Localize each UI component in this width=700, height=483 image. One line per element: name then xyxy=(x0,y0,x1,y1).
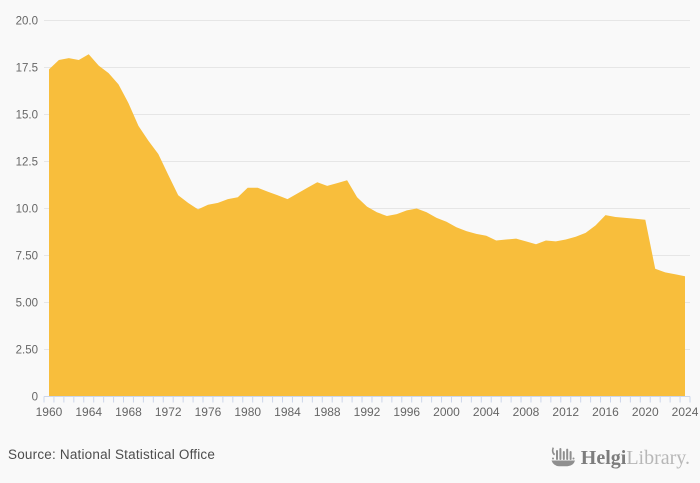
x-axis-label: 2004 xyxy=(473,405,500,419)
x-axis-label: 2000 xyxy=(433,405,460,419)
source-text: Source: National Statistical Office xyxy=(8,447,216,462)
helgi-ship-icon xyxy=(550,445,576,474)
x-axis-label: 1992 xyxy=(354,405,381,419)
x-axis-label: 2020 xyxy=(632,405,659,419)
y-axis-label: 12.5 xyxy=(16,157,38,169)
x-axis-label: 2008 xyxy=(513,405,540,419)
x-axis-label: 1996 xyxy=(393,405,420,419)
x-axis-label: 1984 xyxy=(274,405,301,419)
logo-text-library: Library. xyxy=(626,447,690,469)
x-axis-label: 1976 xyxy=(195,405,222,419)
y-axis-label: 20.0 xyxy=(16,16,38,28)
y-axis-label: 0 xyxy=(32,392,38,404)
y-axis-label: 2.50 xyxy=(16,345,38,357)
chart-area: 0 2.50 5.00 7.50 10.0 12.5 15.0 17.5 20.0 1960 196… xyxy=(16,16,699,420)
x-axis-label: 1964 xyxy=(75,405,102,419)
x-axis-label: 1972 xyxy=(155,405,182,419)
y-axis-label: 15.0 xyxy=(16,110,38,122)
x-axis-label: 1988 xyxy=(314,405,341,419)
x-axis-label: 1980 xyxy=(234,405,261,419)
logo-text-helgi: Helgi xyxy=(580,447,627,469)
x-axis-label: 1960 xyxy=(36,405,63,419)
area-chart-svg: 0 2.50 5.00 7.50 10.0 12.5 15.0 17.5 20.0 1960 196… xyxy=(16,16,699,420)
y-axis-label: 7.50 xyxy=(16,251,38,263)
y-axis-label: 5.00 xyxy=(16,298,38,310)
y-axis-label: 17.5 xyxy=(16,63,38,75)
area-series[interactable] xyxy=(49,54,685,397)
plot-area[interactable] xyxy=(44,21,690,397)
x-axis-label: 2016 xyxy=(592,405,619,419)
x-axis-label: 2012 xyxy=(552,405,579,419)
x-axis-label: 1968 xyxy=(115,405,142,419)
y-axis-label: 10.0 xyxy=(16,204,38,216)
x-axis-label: 2024 xyxy=(672,405,699,419)
helgi-library-logo[interactable]: HelgiLibrary. xyxy=(550,444,690,472)
